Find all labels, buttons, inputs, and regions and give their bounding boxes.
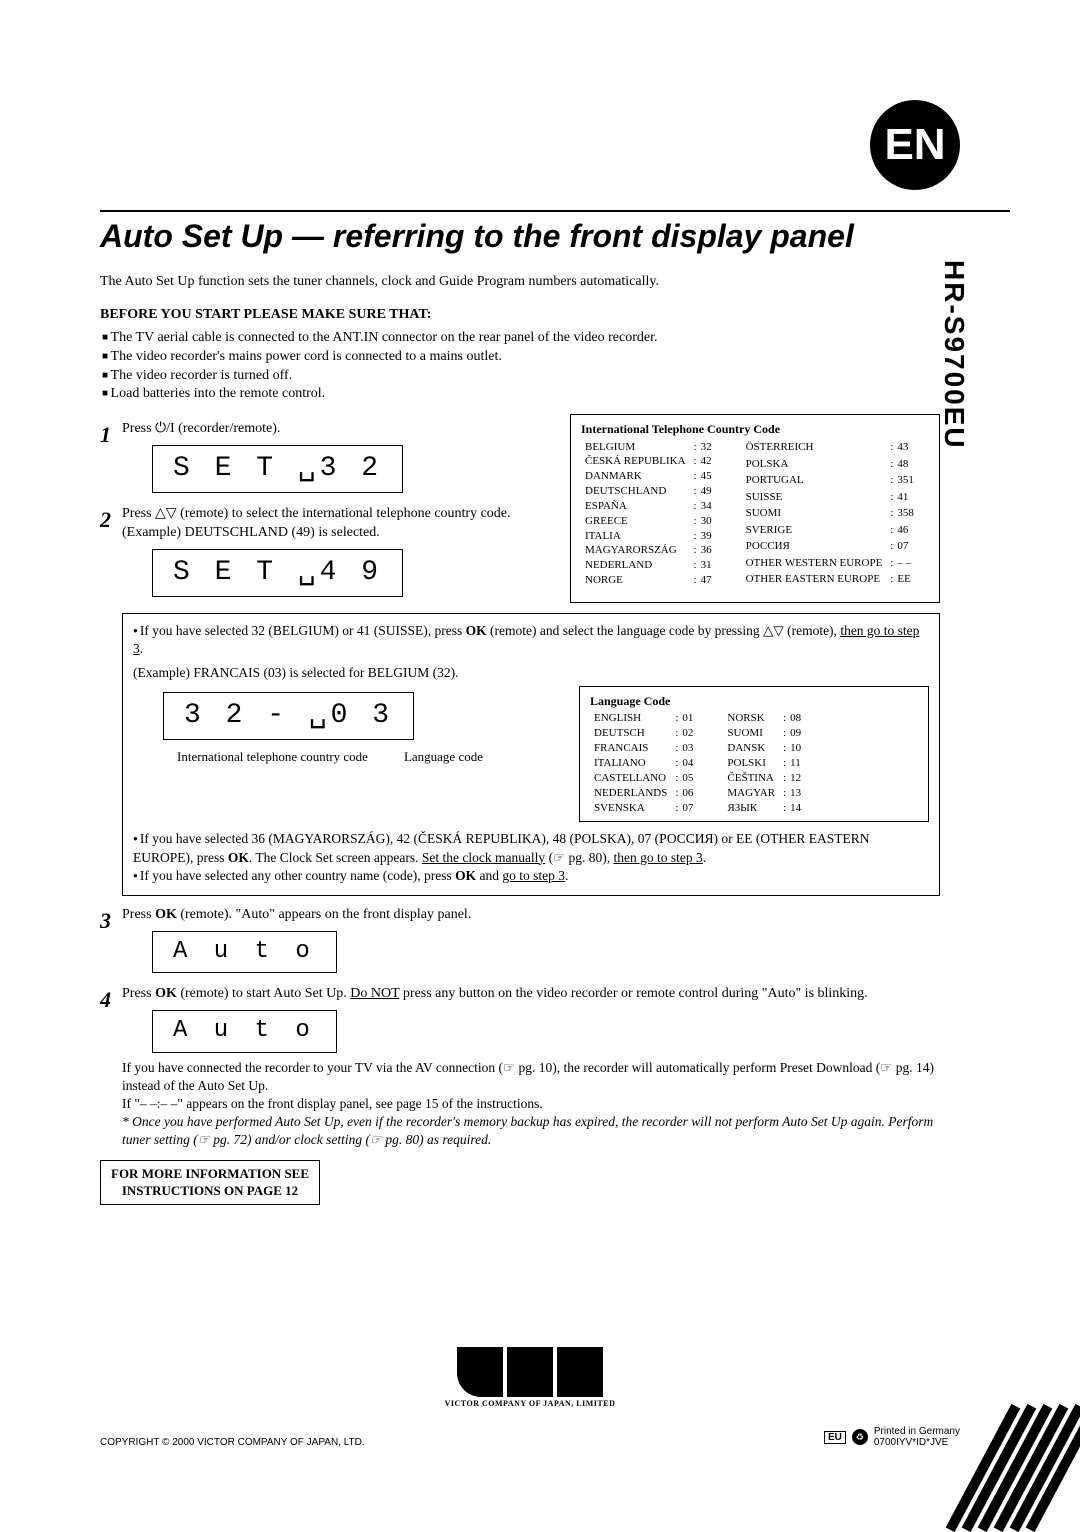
language-box-title: Language Code: [590, 693, 918, 709]
step4-note: * Once you have performed Auto Set Up, e…: [122, 1113, 940, 1149]
step2-text2: (Example) DEUTSCHLAND (49) is selected.: [122, 524, 560, 543]
inset-line: If you have selected any other country n…: [133, 867, 929, 885]
step2-text1: Press △▽ (remote) to select the internat…: [122, 505, 560, 524]
jvc-logo: VICTOR COMPANY OF JAPAN, LIMITED: [445, 1347, 616, 1408]
step3-text: Press OK (remote). "Auto" appears on the…: [122, 906, 940, 925]
language-code-box: Language Code ENGLISH01DEUTSCH02FRANCAIS…: [579, 686, 929, 822]
lcd-display: A u t o: [152, 1010, 337, 1052]
country-box-title: International Telephone Country Code: [581, 421, 929, 437]
country-code-box: International Telephone Country Code BEL…: [570, 414, 940, 602]
step1-text: Press ⏻/I (recorder/remote).: [122, 420, 560, 439]
jvc-subtitle: VICTOR COMPANY OF JAPAN, LIMITED: [445, 1399, 616, 1408]
recycle-icon: ♻: [852, 1429, 868, 1445]
page-title: Auto Set Up — referring to the front dis…: [100, 218, 1010, 255]
before-item: The TV aerial cable is connected to the …: [102, 329, 940, 348]
step-number: 1: [100, 420, 122, 450]
lcd-display: A u t o: [152, 931, 337, 973]
step-number: 4: [100, 985, 122, 1015]
step4-bullet: If "– –:– –" appears on the front displa…: [122, 1095, 940, 1113]
step-number: 3: [100, 906, 122, 936]
lcd-display: S E T ␣3 2: [152, 445, 403, 493]
inset-example: (Example) FRANCAIS (03) is selected for …: [133, 664, 929, 682]
before-item: The video recorder's mains power cord is…: [102, 348, 940, 367]
inset-line: If you have selected 36 (MAGYARORSZÁG), …: [133, 830, 929, 866]
before-item: Load batteries into the remote control.: [102, 385, 940, 404]
corner-stripes: [968, 1398, 1068, 1488]
step4-bullet: If you have connected the recorder to yo…: [122, 1059, 940, 1095]
lcd-label-left: International telephone country code: [177, 748, 368, 766]
lcd-display: S E T ␣4 9: [152, 549, 403, 597]
inset-line: If you have selected 32 (BELGIUM) or 41 …: [133, 622, 929, 658]
eu-mark: EU: [824, 1431, 846, 1444]
language-badge: EN: [870, 100, 960, 190]
copyright: COPYRIGHT © 2000 VICTOR COMPANY OF JAPAN…: [100, 1437, 365, 1448]
lcd-label-right: Language code: [404, 748, 483, 766]
more-info-box: FOR MORE INFORMATION SEE INSTRUCTIONS ON…: [100, 1160, 320, 1205]
step-number: 2: [100, 505, 122, 535]
intro-text: The Auto Set Up function sets the tuner …: [100, 273, 940, 292]
inset-note-box: If you have selected 32 (BELGIUM) or 41 …: [122, 613, 940, 896]
printed-info: EU ♻ Printed in Germany 0700IYV*ID*JVE: [824, 1426, 960, 1448]
before-list: The TV aerial cable is connected to the …: [102, 329, 940, 405]
before-item: The video recorder is turned off.: [102, 367, 940, 386]
before-heading: BEFORE YOU START PLEASE MAKE SURE THAT:: [100, 306, 940, 325]
model-number: HR-S9700EU: [938, 260, 970, 450]
step4-text: Press OK (remote) to start Auto Set Up. …: [122, 985, 940, 1004]
lcd-display: 3 2 - ␣0 3: [163, 692, 414, 740]
